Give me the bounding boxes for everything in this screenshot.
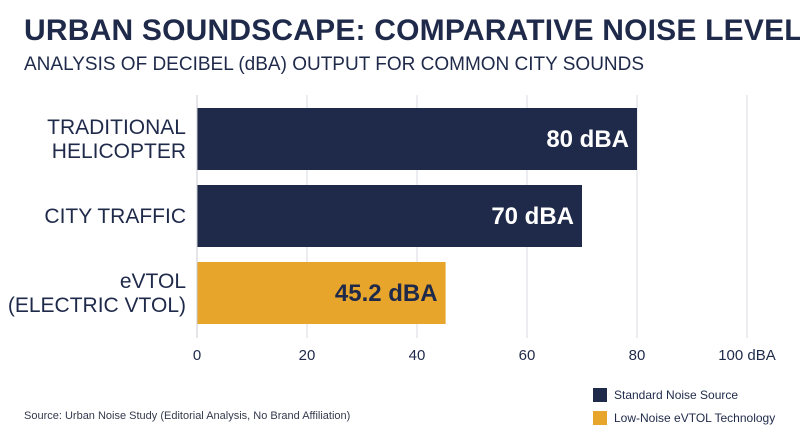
x-tick-label: 20 xyxy=(299,347,316,364)
source-note: Source: Urban Noise Study (Editorial Ana… xyxy=(24,410,351,422)
data-label: 45.2 dBA xyxy=(335,280,438,307)
category-label: TRADITIONAL HELICOPTER xyxy=(47,116,186,163)
x-tick-label: 60 xyxy=(519,347,536,364)
legend-item-low: Low-Noise eVTOL Technology xyxy=(593,408,775,428)
x-tick-label: 100 dBA xyxy=(718,347,776,364)
category-label: CITY TRAFFIC xyxy=(44,205,186,228)
data-label: 70 dBA xyxy=(491,203,574,230)
chart-title: URBAN SOUNDSCAPE: COMPARATIVE NOISE LEVE… xyxy=(24,14,800,47)
x-tick-label: 0 xyxy=(193,347,201,364)
bar xyxy=(197,262,446,324)
legend-swatch-standard xyxy=(593,388,607,402)
data-label: 80 dBA xyxy=(546,126,629,153)
x-tick-label: 40 xyxy=(409,347,426,364)
legend-label-standard: Standard Noise Source xyxy=(614,388,739,402)
x-tick-label: 80 xyxy=(629,347,646,364)
legend-item-standard: Standard Noise Source xyxy=(593,385,775,405)
legend-swatch-low xyxy=(593,411,607,425)
bar xyxy=(197,108,637,170)
chart-subtitle: ANALYSIS OF DECIBEL (dBA) OUTPUT FOR COM… xyxy=(24,54,645,75)
category-label: eVTOL (ELECTRIC VTOL) xyxy=(8,270,186,317)
legend-label-low: Low-Noise eVTOL Technology xyxy=(614,411,776,425)
bar xyxy=(197,185,582,247)
legend: Standard Noise Source Low-Noise eVTOL Te… xyxy=(593,385,775,431)
